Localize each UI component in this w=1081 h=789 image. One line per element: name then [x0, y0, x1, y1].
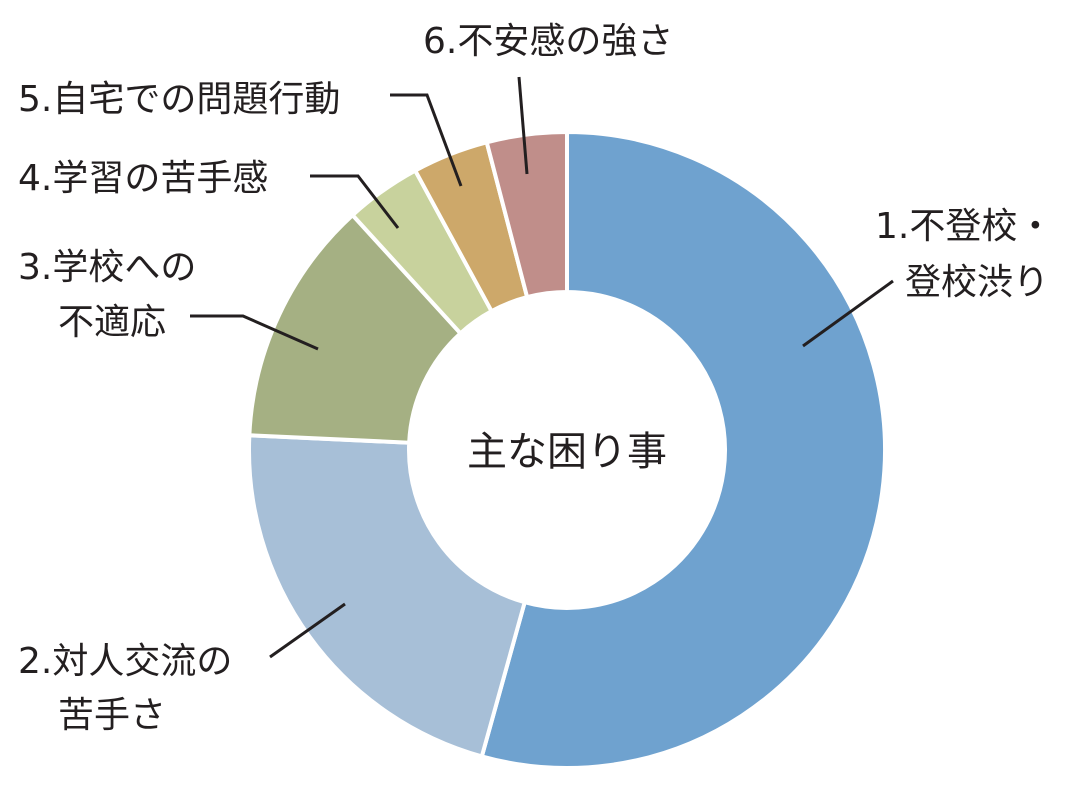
leader-lines-group: [190, 76, 894, 659]
slice-label-3-line-2: 不適応: [58, 302, 166, 343]
leader-line-5: [390, 93, 463, 187]
leader-line-1: [802, 279, 894, 348]
leader-line-6: [517, 76, 529, 175]
slice-3: [247, 212, 464, 445]
slice-1: [479, 129, 888, 770]
slice-label-4-line-1: 4.学習の苦手感: [18, 158, 268, 199]
slice-label-1-line-1: 1.不登校・: [875, 206, 1053, 247]
center-label: 主な困り事: [467, 429, 667, 475]
slice-label-5-line-1: 5.自宅での問題行動: [18, 79, 340, 120]
leader-line-4: [310, 174, 400, 229]
slice-label-1-line-2: 登校渋り: [905, 262, 1049, 303]
leader-line-3: [190, 314, 319, 351]
slice-2: [247, 433, 528, 759]
leader-line-2: [269, 602, 346, 659]
slice-6: [484, 129, 569, 300]
slice-label-3-line-1: 3.学校への: [18, 247, 196, 288]
slice-label-2-line-1: 2.対人交流の: [18, 641, 232, 682]
slice-label-6-line-1: 6.不安感の強さ: [423, 21, 673, 62]
slices-group: [247, 129, 888, 770]
slice-label-2-line-2: 苦手さ: [58, 695, 166, 736]
